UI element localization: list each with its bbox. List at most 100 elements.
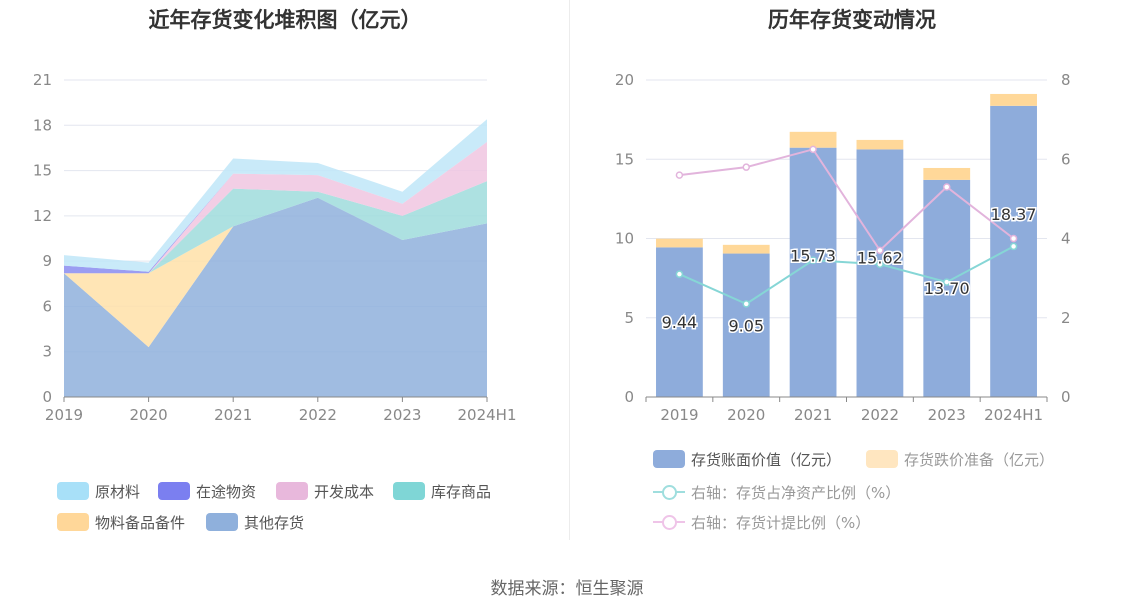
area-series-6	[64, 119, 487, 272]
legend-label: 存货账面价值（亿元）	[691, 450, 842, 469]
right-x-tick-label: 2019	[660, 406, 698, 424]
legend-swatch	[393, 482, 425, 500]
left-legend-item[interactable]: 开发成本	[276, 480, 374, 502]
legend-swatch	[653, 450, 685, 468]
left-y-tick-label: 6	[42, 297, 52, 315]
legend-swatch	[653, 483, 685, 501]
right-y2-tick-label: 2	[1061, 309, 1071, 327]
legend-label: 右轴：存货占净资产比例（%）	[691, 483, 901, 502]
left-legend-item[interactable]: 原材料	[57, 480, 140, 502]
legend-label: 其他存货	[244, 513, 305, 532]
right-legend-item[interactable]: 右轴：存货计提比例（%）	[653, 511, 870, 533]
legend-swatch	[276, 482, 308, 500]
right-legend-item[interactable]: 存货账面价值（亿元）	[653, 448, 841, 470]
legend-label: 在途物资	[196, 482, 257, 501]
left-x-tick-label: 2020	[130, 406, 168, 424]
area-series-3	[64, 181, 487, 274]
right-y-tick-label: 10	[615, 230, 634, 248]
bar-value-label: 9.44	[662, 313, 698, 332]
bar-impairment	[656, 238, 703, 248]
line-point	[742, 300, 750, 308]
right-y2-tick-label: 4	[1061, 230, 1071, 248]
bar-value-label: 15.62	[857, 248, 903, 267]
bar-value-label: 13.70	[924, 279, 970, 298]
bar-book-value	[923, 179, 971, 397]
right-x-tick-label: 2022	[861, 406, 899, 424]
bar-impairment	[856, 139, 904, 150]
left-legend-item[interactable]: 库存商品	[393, 480, 491, 502]
right-legend-item[interactable]: 右轴：存货占净资产比例（%）	[653, 481, 900, 503]
legend-label: 存货跌价准备（亿元）	[904, 450, 1055, 469]
left-legend-item[interactable]: 物料备品备件	[57, 511, 185, 533]
left-x-tick-label: 2023	[383, 406, 421, 424]
line-series-1	[679, 245, 1015, 306]
bar-book-value	[722, 253, 770, 397]
bar-value-label: 9.05	[728, 316, 764, 335]
legend-label: 库存商品	[431, 482, 492, 501]
line-point	[1009, 242, 1018, 251]
left-y-tick-label: 15	[33, 162, 52, 180]
legend-swatch	[57, 482, 89, 500]
left-chart-title: 近年存货变化堆积图（亿元）	[148, 8, 422, 32]
right-y-tick-label: 20	[615, 71, 634, 89]
bar-value-label: 15.73	[790, 247, 836, 266]
legend-label: 原材料	[95, 482, 141, 501]
bar-impairment	[990, 93, 1037, 106]
left-y-tick-label: 3	[42, 343, 52, 361]
right-y-tick-label: 5	[624, 309, 634, 327]
bar-book-value	[789, 147, 837, 397]
line-series-2	[679, 148, 1015, 252]
legend-swatch	[57, 513, 89, 531]
line-point	[675, 270, 684, 278]
right-x-tick-label: 2023	[928, 406, 966, 424]
legend-label: 右轴：存货计提比例（%）	[691, 513, 871, 532]
bar-value-label: 18.37	[991, 205, 1037, 224]
line-point	[809, 256, 817, 265]
right-legend-item[interactable]: 存货跌价准备（亿元）	[866, 448, 1054, 470]
bar-book-value	[856, 149, 904, 397]
right-y-tick-label: 15	[615, 150, 634, 168]
right-y2-tick-label: 0	[1061, 388, 1071, 406]
line-point	[943, 278, 951, 286]
left-y-tick-label: 21	[33, 71, 52, 89]
line-point	[876, 260, 884, 269]
line-point	[1009, 234, 1018, 243]
legend-swatch	[653, 513, 685, 531]
area-series-1	[64, 197, 487, 397]
left-y-tick-label: 0	[42, 388, 52, 406]
right-chart-title: 历年存货变动情况	[768, 8, 936, 32]
legend-swatch	[866, 450, 898, 468]
line-point	[943, 183, 951, 191]
left-legend-item[interactable]: 其他存货	[206, 511, 304, 533]
left-x-tick-label: 2022	[299, 406, 337, 424]
left-y-tick-label: 18	[33, 116, 52, 134]
line-point	[675, 171, 684, 179]
bar-impairment	[923, 167, 971, 180]
left-x-tick-label: 2019	[45, 406, 83, 424]
legend-label: 开发成本	[314, 482, 375, 501]
legend-swatch	[206, 513, 238, 531]
right-x-tick-label: 2020	[727, 406, 765, 424]
line-point	[809, 145, 817, 154]
data-source-note: 数据来源：恒生聚源	[490, 579, 644, 599]
left-legend-item[interactable]: 在途物资	[158, 480, 256, 502]
area-series-4	[64, 141, 487, 274]
left-y-tick-label: 9	[42, 252, 52, 270]
right-y2-tick-label: 6	[1061, 150, 1071, 168]
chart-divider	[569, 0, 570, 540]
left-x-tick-label: 2021	[214, 406, 252, 424]
line-point	[876, 246, 884, 255]
right-x-tick-label: 2024H1	[984, 406, 1043, 424]
legend-swatch	[158, 482, 190, 500]
bar-impairment	[722, 244, 770, 254]
area-series-2	[64, 197, 487, 348]
bar-impairment	[789, 131, 837, 148]
right-x-tick-label: 2021	[794, 406, 832, 424]
left-x-tick-label: 2024H1	[458, 406, 517, 424]
left-y-tick-label: 12	[33, 207, 52, 225]
right-y2-tick-label: 8	[1061, 71, 1071, 89]
bar-book-value	[990, 105, 1037, 397]
legend-label: 物料备品备件	[95, 513, 186, 532]
right-y-tick-label: 0	[624, 388, 634, 406]
